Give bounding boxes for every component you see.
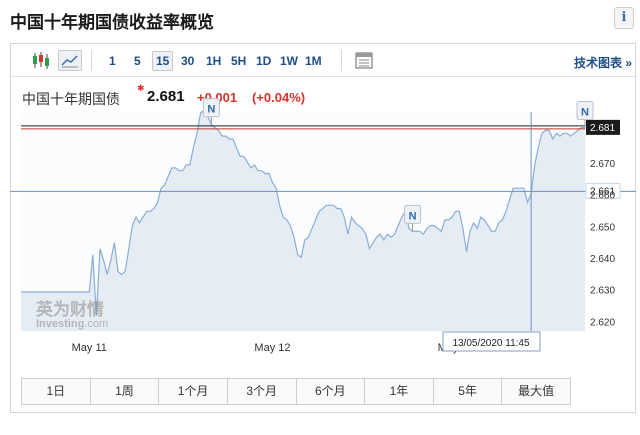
last-price-label: 2.681 xyxy=(590,123,615,134)
y-tick-label: 2.670 xyxy=(590,159,615,170)
timeframe-1[interactable]: 1 xyxy=(109,54,116,68)
toolbar-divider xyxy=(91,50,92,71)
watermark-cn: 英为财情 xyxy=(36,299,104,320)
investing-watermark: 英为财情 Investing.com xyxy=(36,299,108,330)
watermark-en: Investing xyxy=(36,318,84,330)
last-price-label-box xyxy=(586,119,620,135)
instrument-name: 中国十年期国债 xyxy=(22,91,120,107)
toolbar-divider xyxy=(341,50,342,71)
y-tick-label: 2.640 xyxy=(590,254,615,265)
news-marker-icon xyxy=(404,204,422,224)
technical-chart-link[interactable]: 技术图表 » xyxy=(574,56,633,70)
range-5y[interactable]: 5年 xyxy=(434,379,503,404)
live-indicator-icon: ✱ xyxy=(137,83,145,93)
timeframe-15[interactable]: 15 xyxy=(152,51,174,71)
timeframe-30[interactable]: 30 xyxy=(181,54,195,68)
y-tick-label: 2.630 xyxy=(590,286,615,297)
timeframe-5[interactable]: 5 xyxy=(134,54,141,68)
info-button[interactable]: i xyxy=(614,7,634,29)
area-chart-icon[interactable] xyxy=(58,50,82,71)
series-area xyxy=(21,110,585,331)
y-tick-label: 2.650 xyxy=(590,222,615,233)
news-marker-label: N xyxy=(581,107,589,119)
range-1y[interactable]: 1年 xyxy=(365,379,434,404)
news-marker-icon xyxy=(576,101,594,121)
y-tick-label: 2.660 xyxy=(590,191,615,202)
y-tick-label: 2.620 xyxy=(590,317,615,328)
watermark-suffix: .com xyxy=(84,318,108,330)
timeframe-1w[interactable]: 1W xyxy=(280,54,298,68)
x-tick-label: May 12 xyxy=(254,342,290,354)
news-marker-label: N xyxy=(409,210,417,222)
series-line xyxy=(21,109,585,316)
range-1m[interactable]: 1个月 xyxy=(159,379,228,404)
crosshair-price-label: 2.661 xyxy=(590,186,615,197)
range-6m[interactable]: 6个月 xyxy=(297,379,366,404)
price-change-percent: (+0.04%) xyxy=(252,90,306,105)
table-view-icon[interactable] xyxy=(352,50,376,71)
x-tick-label: May 11 xyxy=(72,342,107,354)
last-price: 2.681 xyxy=(147,88,185,105)
timeframe-1m[interactable]: 1M xyxy=(305,54,322,68)
timeframe-5h[interactable]: 5H xyxy=(231,54,247,68)
timeframe-1h[interactable]: 1H xyxy=(206,54,222,68)
candlestick-chart-icon[interactable] xyxy=(29,50,53,71)
news-marker-icon xyxy=(202,98,220,118)
crosshair-time-label: 13/05/2020 11:45 xyxy=(452,338,530,349)
page-title: 中国十年期国债收益率概览 xyxy=(10,13,214,32)
chart-toolbar: 1 5 15 30 1H 5H 1D 1W 1M 技术图表 » xyxy=(11,44,635,77)
crosshair-time-label-box xyxy=(442,331,541,352)
svg-text:Investing.com: Investing.com xyxy=(36,318,108,330)
timeframe-1d[interactable]: 1D xyxy=(256,54,272,68)
range-1w[interactable]: 1周 xyxy=(91,379,160,404)
range-1d[interactable]: 1日 xyxy=(22,379,91,404)
news-marker-label: N xyxy=(207,104,215,116)
range-max[interactable]: 最大值 xyxy=(518,384,555,398)
range-selector: 1日 1周 1个月 3个月 6个月 1年 5年 最大值 xyxy=(21,378,571,405)
range-3m[interactable]: 3个月 xyxy=(228,379,297,404)
crosshair-price-label-box xyxy=(585,182,621,199)
